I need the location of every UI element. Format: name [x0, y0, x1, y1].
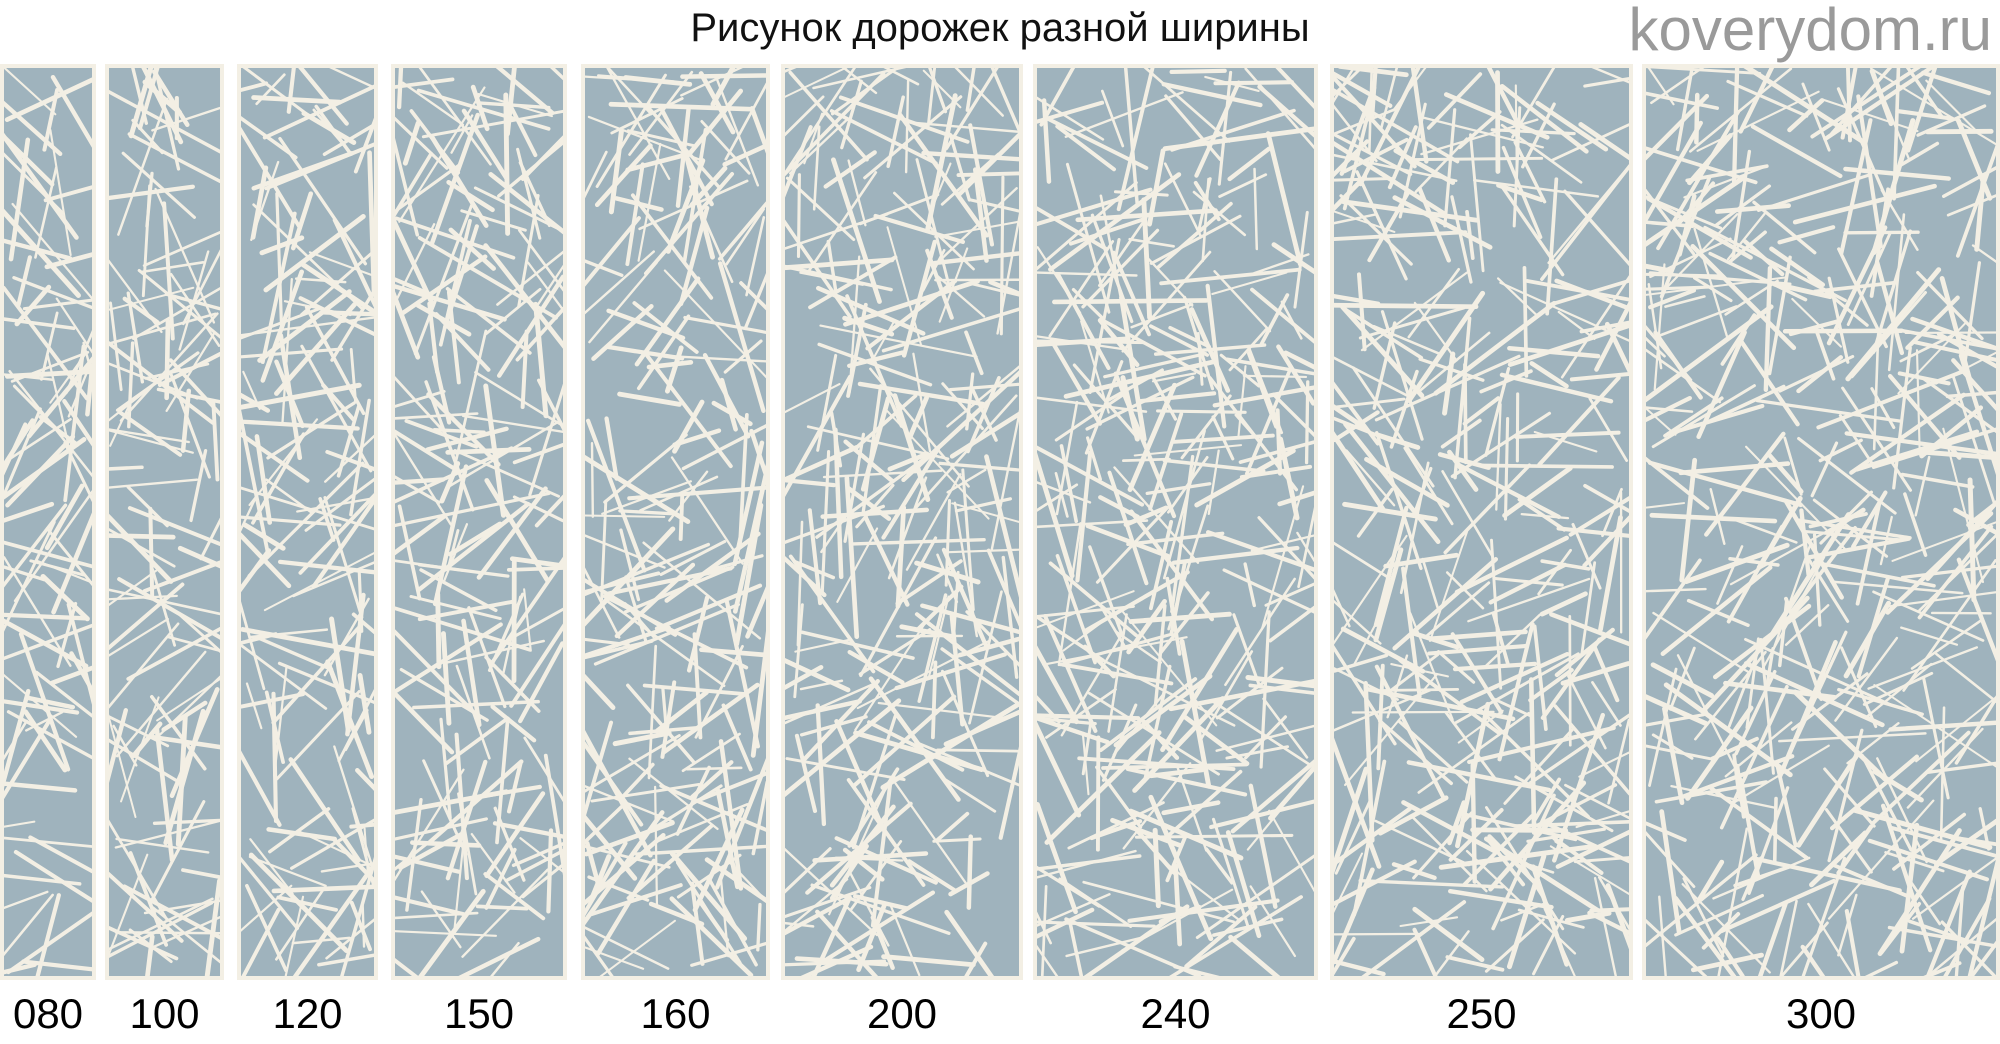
runner-strip-120: [237, 64, 378, 980]
runner-width-label: 240: [1140, 990, 1211, 1037]
web-pattern: [109, 68, 220, 976]
page-title: Рисунок дорожек разной ширины: [690, 6, 1310, 50]
runner-width-label: 100: [129, 990, 200, 1037]
runner-width-label: 150: [443, 990, 515, 1037]
web-pattern: [585, 68, 766, 976]
runner-strip-300: [1642, 64, 2000, 980]
web-pattern: [785, 68, 1019, 976]
runner-strip-250: [1330, 64, 1633, 980]
runner-width-label: 080: [12, 990, 84, 1037]
runner-width-label: 250: [1446, 990, 1517, 1037]
runner-strip-200: [781, 64, 1023, 980]
runner-width-label: 160: [640, 990, 711, 1037]
web-pattern: [395, 68, 563, 976]
runner-strip-150: [391, 64, 567, 980]
runner-width-label: 200: [866, 990, 938, 1037]
runner-strip-240: [1033, 64, 1318, 980]
runner-width-label: 300: [1785, 990, 1857, 1037]
web-pattern: [1037, 68, 1314, 976]
web-pattern: [4, 68, 92, 976]
web-pattern: [241, 68, 374, 976]
watermark: koverydom.ru: [1628, 0, 1992, 63]
runner-strip-080: [0, 64, 96, 980]
runner-strip-100: [105, 64, 224, 980]
web-pattern: [1334, 68, 1629, 976]
runner-strip-160: [581, 64, 770, 980]
web-pattern: [1646, 68, 1996, 976]
runner-width-label: 120: [272, 990, 343, 1037]
